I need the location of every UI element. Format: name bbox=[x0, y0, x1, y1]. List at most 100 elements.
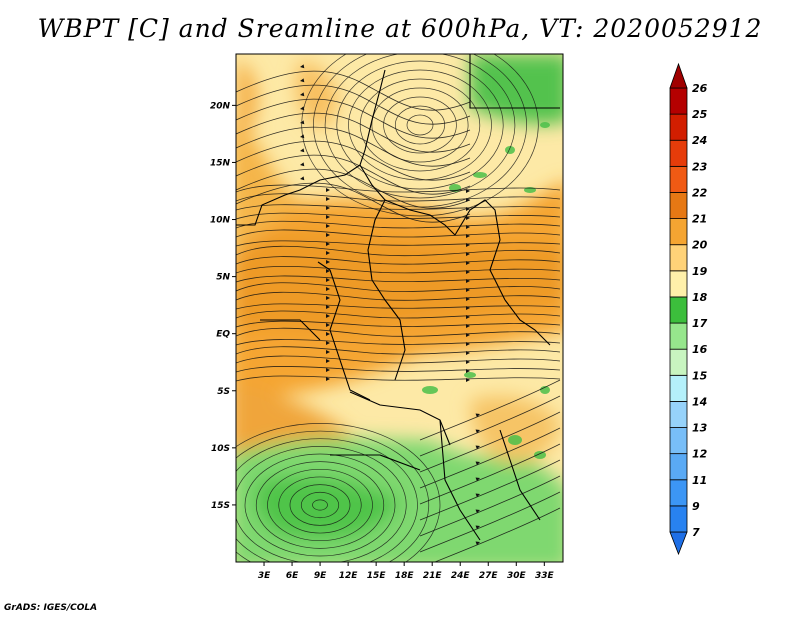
country-border bbox=[469, 54, 560, 109]
x-tick-label: 18E bbox=[395, 571, 415, 581]
streamline bbox=[236, 282, 561, 292]
colorbar-swatch bbox=[669, 531, 688, 556]
streamline-arrow bbox=[326, 314, 330, 318]
streamline-arrow bbox=[326, 377, 330, 381]
x-tick-label: 33E bbox=[535, 571, 555, 581]
x-tick-label: 27E bbox=[479, 571, 499, 581]
streamline-arrow bbox=[475, 541, 481, 546]
country-border bbox=[236, 69, 386, 226]
streamline bbox=[236, 140, 471, 181]
streamline bbox=[236, 446, 407, 562]
country-border bbox=[317, 261, 371, 401]
colorbar-swatch bbox=[669, 322, 688, 350]
plot-area bbox=[236, 54, 563, 562]
streamline bbox=[236, 70, 471, 111]
streamline-arrow bbox=[475, 477, 480, 482]
streamline-arrow bbox=[326, 224, 330, 228]
streamline bbox=[236, 98, 471, 139]
streamline bbox=[419, 491, 561, 553]
streamline bbox=[300, 491, 340, 519]
colorbar-swatch bbox=[669, 505, 688, 533]
country-border bbox=[439, 419, 481, 541]
streamline bbox=[301, 54, 539, 217]
streamline-arrow bbox=[326, 197, 330, 201]
colorbar-label: 17 bbox=[692, 317, 708, 330]
wbpt-field bbox=[236, 54, 563, 562]
colorbar: 7 9 11 12 13 14 15 16 17 18 19 20 21 22 23 24 25 26 bbox=[669, 62, 708, 556]
country-border bbox=[260, 319, 321, 341]
country-border bbox=[330, 454, 421, 471]
x-tick-label: 12E bbox=[339, 571, 359, 581]
colorbar-swatch bbox=[669, 479, 688, 507]
country-borders bbox=[236, 54, 560, 541]
colorbar-swatch bbox=[669, 165, 688, 193]
country-border bbox=[371, 279, 406, 381]
x-axis: 3E 6E 9E 12E 15E 18E 21E 24E 27E 30E 33E bbox=[258, 562, 555, 581]
x-tick-label: 6E bbox=[286, 571, 299, 581]
x-tick-label: 30E bbox=[507, 571, 527, 581]
colorbar-label: 20 bbox=[692, 239, 708, 252]
streamline-arrow bbox=[466, 378, 470, 382]
colorbar-label: 14 bbox=[692, 395, 707, 408]
colorbar-swatch bbox=[669, 218, 688, 246]
streamline bbox=[236, 310, 561, 319]
streamline bbox=[278, 476, 362, 534]
streamline-arrow bbox=[475, 509, 481, 514]
streamline bbox=[236, 346, 561, 355]
streamline bbox=[255, 461, 385, 549]
streamline-arrow bbox=[475, 445, 480, 450]
colorbar-label: 12 bbox=[692, 448, 708, 461]
streamline bbox=[236, 438, 418, 562]
colorbar-label: 23 bbox=[692, 160, 708, 173]
streamline bbox=[236, 291, 561, 301]
streamline bbox=[348, 69, 492, 181]
streamline-arrow bbox=[326, 206, 330, 210]
streamline bbox=[236, 212, 561, 220]
colorbar-label: 19 bbox=[692, 265, 708, 278]
streamline-arrow bbox=[326, 359, 330, 363]
streamline bbox=[371, 87, 469, 163]
streamline-arrow bbox=[326, 215, 330, 219]
streamline-arrow bbox=[326, 323, 330, 327]
streamline bbox=[236, 266, 561, 274]
x-tick-label: 21E bbox=[423, 571, 443, 581]
streamline-arrow bbox=[466, 315, 470, 319]
country-border bbox=[359, 164, 386, 281]
x-tick-label: 24E bbox=[451, 571, 471, 581]
y-tick-label: 10S bbox=[211, 444, 230, 454]
streamline bbox=[236, 430, 430, 562]
streamline bbox=[236, 220, 561, 229]
streamline bbox=[359, 78, 481, 172]
streamline-arrow bbox=[326, 332, 330, 336]
streamline-arrow bbox=[300, 176, 305, 181]
streamline bbox=[236, 126, 471, 167]
y-tick-label: 15N bbox=[210, 158, 231, 168]
streamline bbox=[336, 60, 504, 190]
streamline bbox=[236, 303, 561, 310]
colorbar-label: 18 bbox=[692, 291, 708, 304]
streamline-arrow bbox=[466, 369, 470, 373]
streamline bbox=[433, 507, 561, 562]
streamline bbox=[236, 245, 561, 257]
y-tick-label: 5N bbox=[216, 273, 230, 283]
colorbar-label: 22 bbox=[692, 186, 708, 199]
colorbar-label: 13 bbox=[692, 422, 708, 435]
streamline-arrow bbox=[466, 189, 470, 193]
streamline bbox=[236, 366, 561, 373]
streamline bbox=[383, 96, 457, 154]
colorbar-swatch bbox=[669, 139, 688, 167]
streamline bbox=[267, 468, 373, 542]
streamline bbox=[419, 427, 561, 489]
streamline-arrow bbox=[466, 324, 470, 328]
y-axis: 20N 15N 10N 5N EQ 5S 10S 15S bbox=[210, 101, 236, 511]
colorbar-swatch bbox=[669, 427, 688, 455]
streamline bbox=[236, 327, 561, 337]
streamline-arrow bbox=[326, 278, 330, 282]
colorbar-label: 26 bbox=[692, 82, 708, 95]
streamline-arrow bbox=[466, 288, 470, 292]
streamline-arrow bbox=[300, 92, 305, 97]
streamline-arrow bbox=[300, 120, 305, 125]
colorbar-swatch bbox=[669, 113, 688, 141]
grads-credit: GrADS: IGES/COLA bbox=[4, 603, 98, 613]
country-border bbox=[504, 299, 551, 346]
